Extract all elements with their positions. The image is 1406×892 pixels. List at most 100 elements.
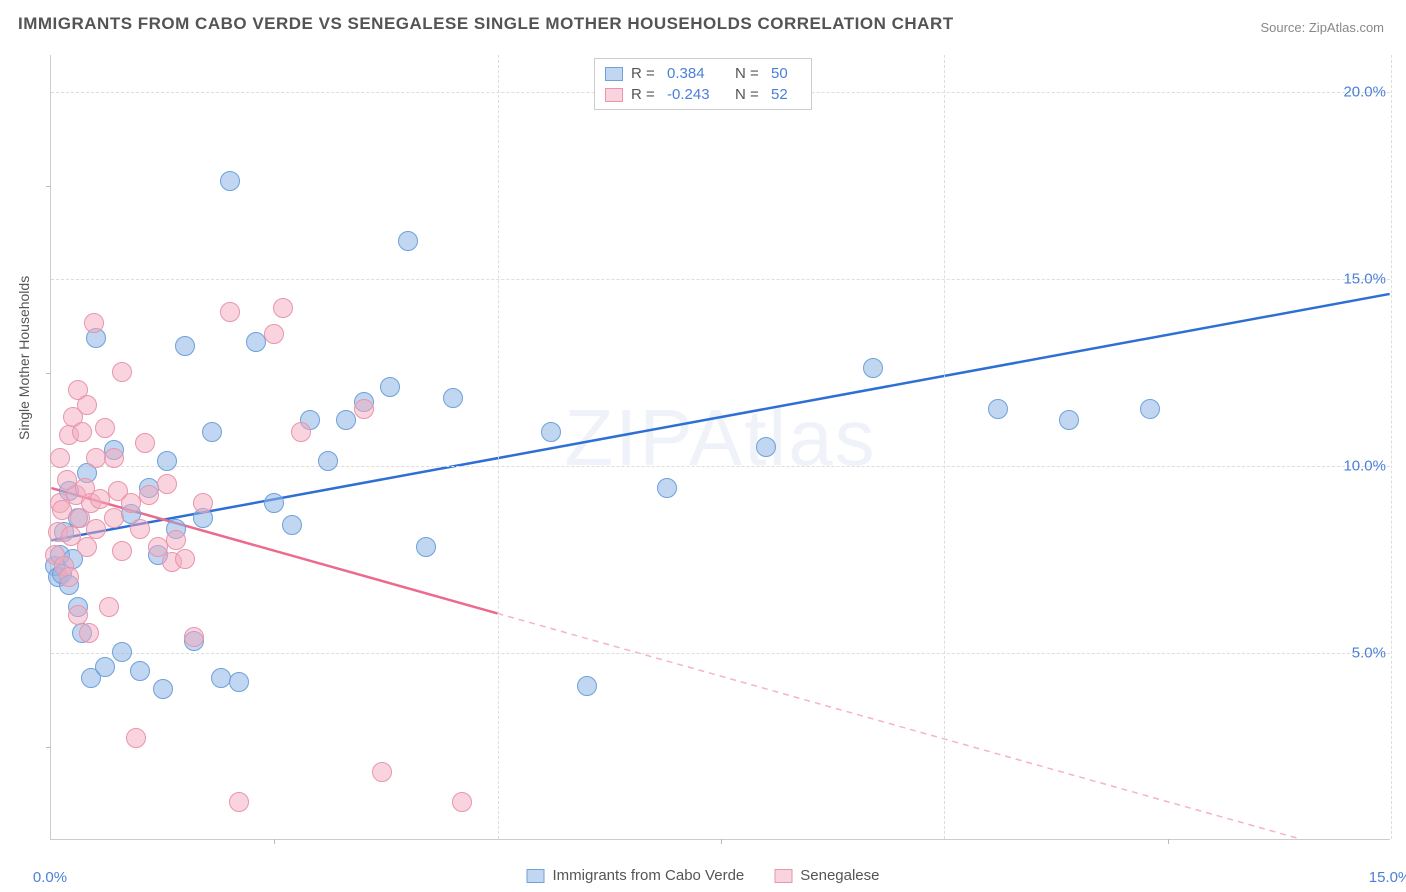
plot-area: ZIPAtlas (50, 55, 1390, 840)
data-point (112, 642, 132, 662)
legend-swatch (605, 67, 623, 81)
data-point (282, 515, 302, 535)
data-point (264, 324, 284, 344)
legend-swatch (605, 88, 623, 102)
x-tick-label: 15.0% (1369, 869, 1406, 886)
data-point (318, 451, 338, 471)
data-point (863, 358, 883, 378)
data-point (452, 792, 472, 812)
data-point (50, 448, 70, 468)
n-label: N = (735, 86, 763, 103)
grid-line-v (498, 55, 499, 839)
y-tick-label: 20.0% (1343, 84, 1386, 101)
data-point (273, 298, 293, 318)
data-point (157, 451, 177, 471)
y-axis-label: Single Mother Households (16, 276, 32, 440)
data-point (756, 437, 776, 457)
grid-line-h (51, 466, 1390, 467)
data-point (372, 762, 392, 782)
data-point (84, 313, 104, 333)
data-point (77, 395, 97, 415)
legend-stats: R = 0.384 N = 50 R = -0.243 N = 52 (594, 58, 812, 110)
data-point (126, 728, 146, 748)
legend-label: Senegalese (800, 867, 879, 884)
data-point (112, 541, 132, 561)
data-point (95, 657, 115, 677)
chart-title: IMMIGRANTS FROM CABO VERDE VS SENEGALESE… (18, 14, 954, 34)
data-point (52, 500, 72, 520)
data-point (220, 171, 240, 191)
data-point (657, 478, 677, 498)
data-point (79, 623, 99, 643)
data-point (416, 537, 436, 557)
n-value: 50 (771, 65, 801, 82)
r-value: -0.243 (667, 86, 727, 103)
data-point (175, 336, 195, 356)
data-point (184, 627, 204, 647)
data-point (72, 422, 92, 442)
legend-series: Immigrants from Cabo Verde Senegalese (527, 867, 880, 884)
y-tick-minor (46, 373, 51, 374)
data-point (130, 519, 150, 539)
data-point (380, 377, 400, 397)
data-point (139, 485, 159, 505)
data-point (193, 493, 213, 513)
data-point (577, 676, 597, 696)
data-point (99, 597, 119, 617)
data-point (166, 530, 186, 550)
data-point (443, 388, 463, 408)
n-label: N = (735, 65, 763, 82)
legend-label: Immigrants from Cabo Verde (553, 867, 745, 884)
data-point (153, 679, 173, 699)
data-point (104, 508, 124, 528)
data-point (135, 433, 155, 453)
n-value: 52 (771, 86, 801, 103)
y-tick-label: 5.0% (1352, 645, 1386, 662)
trend-line-dashed (497, 613, 1300, 839)
grid-line-h (51, 279, 1390, 280)
data-point (264, 493, 284, 513)
grid-line-h (51, 653, 1390, 654)
legend-stat-row: R = 0.384 N = 50 (605, 63, 801, 84)
x-tick-minor (274, 839, 275, 844)
data-point (229, 792, 249, 812)
x-tick-minor (721, 839, 722, 844)
legend-item: Immigrants from Cabo Verde (527, 867, 745, 884)
r-label: R = (631, 86, 659, 103)
data-point (988, 399, 1008, 419)
y-tick-minor (46, 186, 51, 187)
data-point (1140, 399, 1160, 419)
data-point (202, 422, 222, 442)
data-point (220, 302, 240, 322)
data-point (229, 672, 249, 692)
data-point (1059, 410, 1079, 430)
data-point (541, 422, 561, 442)
trend-line-solid (51, 294, 1389, 540)
data-point (336, 410, 356, 430)
r-label: R = (631, 65, 659, 82)
source-label: Source: ZipAtlas.com (1260, 20, 1384, 35)
y-tick-label: 10.0% (1343, 458, 1386, 475)
trend-lines (51, 55, 1390, 839)
x-tick-label: 0.0% (33, 869, 67, 886)
data-point (112, 362, 132, 382)
data-point (354, 399, 374, 419)
x-tick-minor (1168, 839, 1169, 844)
grid-line-v (1391, 55, 1392, 839)
data-point (157, 474, 177, 494)
data-point (95, 418, 115, 438)
watermark: ZIPAtlas (564, 392, 876, 484)
legend-swatch (774, 869, 792, 883)
data-point (398, 231, 418, 251)
data-point (175, 549, 195, 569)
grid-line-v (944, 55, 945, 839)
data-point (130, 661, 150, 681)
y-tick-minor (46, 747, 51, 748)
r-value: 0.384 (667, 65, 727, 82)
data-point (59, 567, 79, 587)
legend-item: Senegalese (774, 867, 879, 884)
legend-stat-row: R = -0.243 N = 52 (605, 84, 801, 105)
legend-swatch (527, 869, 545, 883)
y-tick-label: 15.0% (1343, 271, 1386, 288)
data-point (86, 519, 106, 539)
